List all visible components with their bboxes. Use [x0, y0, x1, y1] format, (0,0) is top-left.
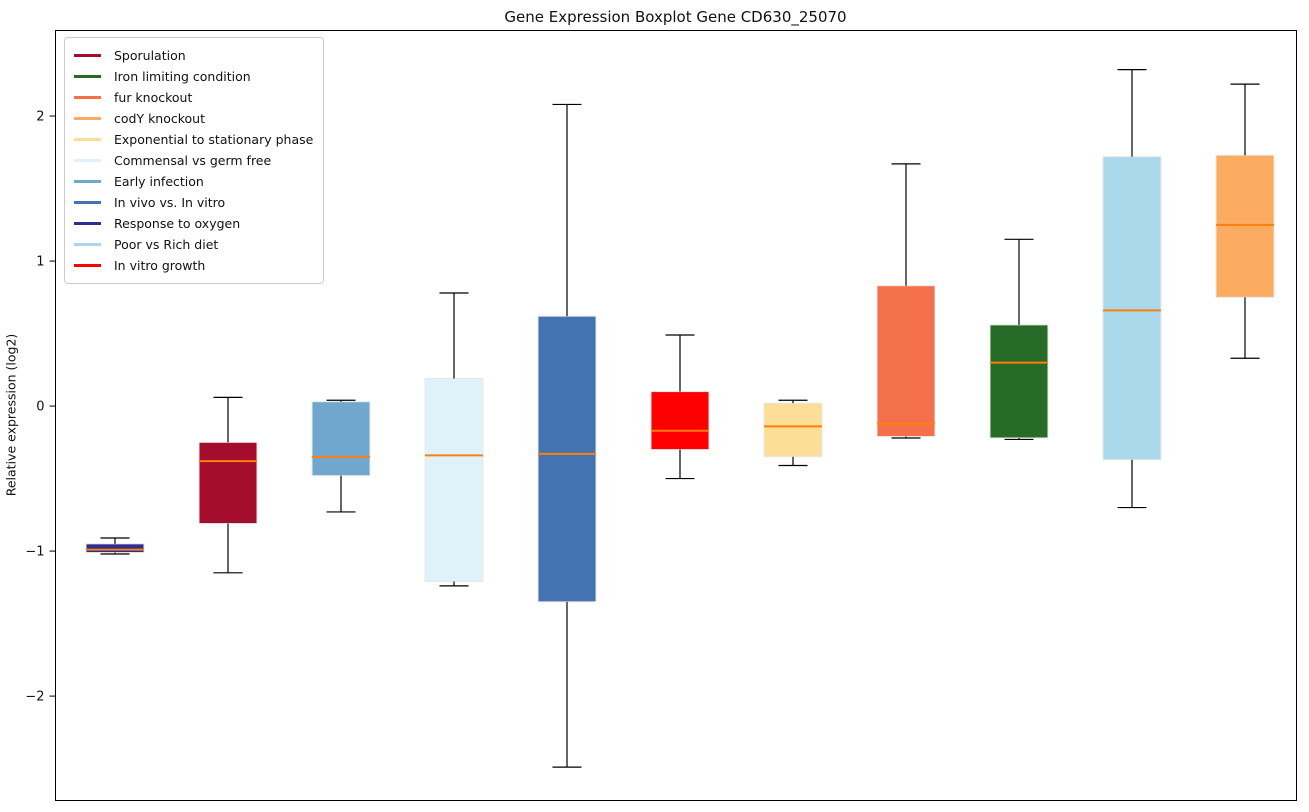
legend-line-swatch: [74, 54, 101, 57]
legend-item: Iron limiting condition: [74, 66, 313, 87]
legend-label: Sporulation: [114, 48, 186, 63]
box-exponential-to-stationary-phase: [763, 399, 823, 467]
legend-line-swatch: [74, 222, 101, 225]
legend-item: codY knockout: [74, 108, 313, 129]
legend: Sporulation Iron limiting condition fur kn…: [64, 37, 325, 284]
box-response-to-oxygen: [85, 537, 145, 555]
legend-label: fur knockout: [114, 90, 193, 105]
box-body: [876, 285, 936, 438]
legend-item: In vitro growth: [74, 255, 313, 276]
legend-line-swatch: [74, 180, 101, 183]
legend-line-swatch: [74, 75, 101, 78]
axes-frame: [55, 30, 1297, 801]
box-fur-knockout: [876, 163, 936, 439]
box-body: [311, 401, 371, 477]
legend-label: codY knockout: [114, 111, 206, 126]
legend-label: In vitro growth: [114, 258, 206, 273]
box-in-vivo-vs-in-vitro: [537, 103, 597, 768]
box-body: [1215, 154, 1275, 298]
legend-label: Iron limiting condition: [114, 69, 251, 84]
box-in-vitro-growth: [650, 334, 710, 480]
legend-label: Commensal vs germ free: [114, 153, 272, 168]
legend-label: Early infection: [114, 174, 204, 189]
y-tick-label: −2: [25, 690, 44, 705]
legend-item: fur knockout: [74, 87, 313, 108]
legend-item: Commensal vs germ free: [74, 150, 313, 171]
box-early-infection: [311, 399, 371, 513]
box-body: [650, 391, 710, 451]
legend-line-swatch: [74, 117, 101, 120]
box-body: [989, 324, 1049, 439]
box-commensal-vs-germ-free: [424, 292, 484, 587]
box-iron-limiting-condition: [989, 238, 1049, 441]
box-body: [424, 378, 484, 583]
legend-item: Poor vs Rich diet: [74, 234, 313, 255]
legend-label: Response to oxygen: [114, 216, 241, 231]
legend-label: Exponential to stationary phase: [114, 132, 314, 147]
box-body: [537, 315, 597, 603]
box-body: [1102, 156, 1162, 461]
box-body: [763, 402, 823, 458]
y-tick-label: 2: [36, 110, 44, 125]
legend-label: In vivo vs. In vitro: [114, 195, 226, 210]
legend-item: In vivo vs. In vitro: [74, 192, 313, 213]
chart-title: Gene Expression Boxplot Gene CD630_25070: [504, 8, 847, 26]
legend-line-swatch: [74, 159, 101, 162]
y-tick-label: 1: [36, 255, 44, 270]
box-body: [198, 441, 258, 525]
legend-item: Sporulation: [74, 45, 313, 66]
box-body: [85, 543, 145, 554]
box-sporulation: [198, 396, 258, 574]
legend-item: Early infection: [74, 171, 313, 192]
y-tick-label: 0: [36, 400, 44, 415]
legend-item: Response to oxygen: [74, 213, 313, 234]
y-tick-label: −1: [25, 545, 44, 560]
legend-line-swatch: [74, 264, 101, 267]
legend-line-swatch: [74, 243, 101, 246]
legend-item: Exponential to stationary phase: [74, 129, 313, 150]
legend-label: Poor vs Rich diet: [114, 237, 219, 252]
box-poor-vs-rich-diet: [1102, 69, 1162, 509]
legend-line-swatch: [74, 138, 101, 141]
legend-line-swatch: [74, 96, 101, 99]
box-cody-knockout: [1215, 83, 1275, 359]
legend-line-swatch: [74, 201, 101, 204]
